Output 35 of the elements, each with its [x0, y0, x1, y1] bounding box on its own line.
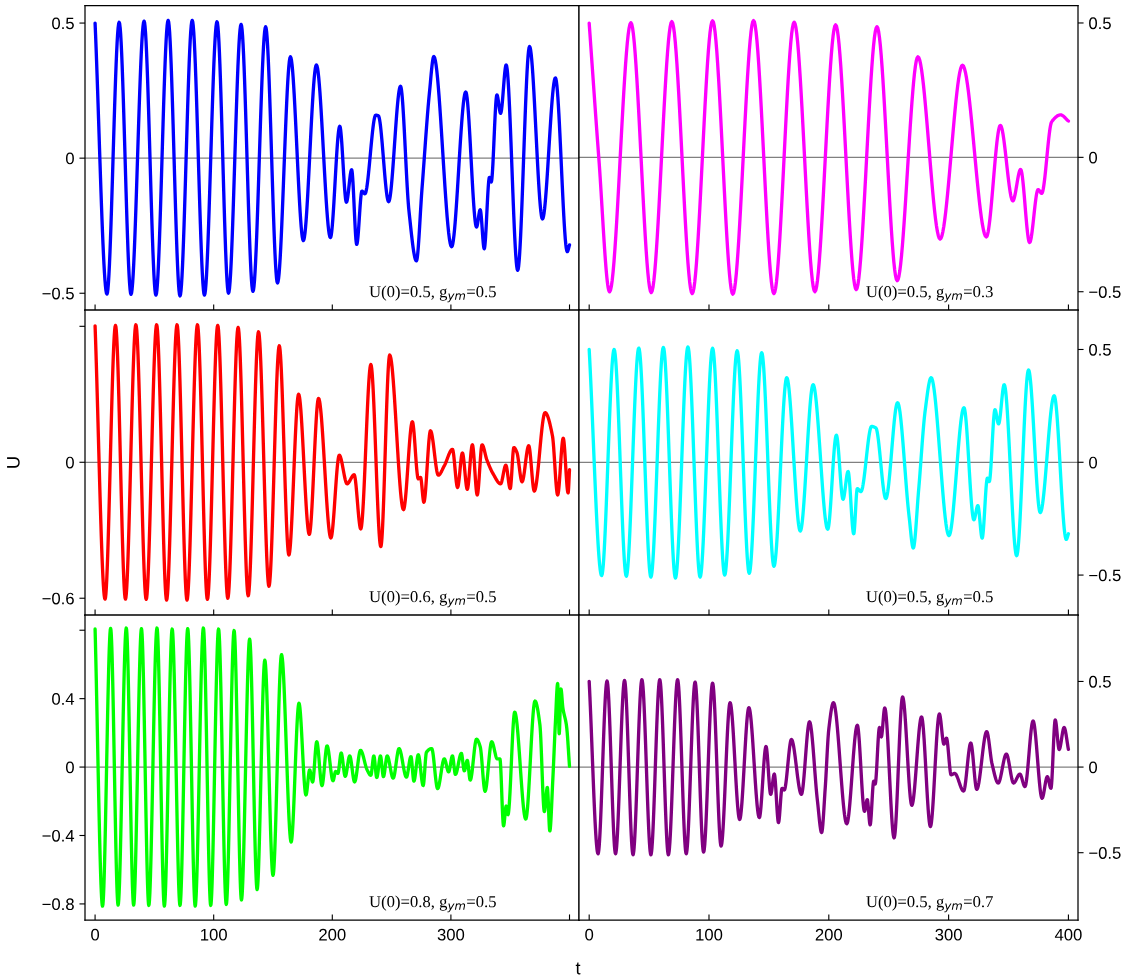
x-tick-label: 400 [1054, 928, 1082, 941]
annotation: U(0)=0.5, g$_{ym}$=0.5 [866, 590, 993, 608]
y-tick-label: −0.5 [1089, 286, 1121, 298]
y-axis-title: U [7, 457, 20, 468]
x-tick-label: 100 [201, 928, 227, 941]
annotation: U(0)=0.8, g$_{ym}$=0.5 [369, 895, 496, 913]
y-tick-label: 0 [1089, 151, 1098, 164]
y-tick-label: 0.5 [52, 17, 74, 30]
y-tick-label: 0.4 [52, 693, 75, 705]
y-tick-label: −0.5 [42, 287, 74, 300]
annotation: U(0)=0.5, g$_{ym}$=0.7 [866, 895, 993, 913]
y-tick-label: −0.5 [1089, 847, 1121, 859]
y-tick-label: 0.5 [1089, 17, 1111, 30]
y-tick-label: 0 [65, 761, 74, 774]
x-tick-label: 300 [935, 928, 962, 941]
y-tick-label: −0.8 [42, 898, 74, 911]
x-tick-label: 0 [585, 928, 594, 941]
y-tick-label: 0 [1089, 761, 1098, 774]
x-tick-label: 200 [319, 928, 346, 941]
annotation: U(0)=0.5, g$_{ym}$=0.3 [866, 285, 993, 303]
x-tick-label: 300 [437, 928, 465, 941]
y-tick-label: 0.5 [1089, 343, 1111, 356]
y-tick-label: 0 [65, 152, 74, 165]
x-axis-title: t [575, 962, 581, 975]
y-tick-label: −0.6 [42, 592, 74, 605]
annotation: U(0)=0.6, g$_{ym}$=0.5 [369, 590, 496, 608]
y-tick-label: 0 [1089, 456, 1098, 469]
annotation: U(0)=0.5, g$_{ym}$=0.5 [369, 285, 496, 303]
y-tick-label: −0.5 [1089, 569, 1121, 582]
y-tick-label: 0.5 [1089, 675, 1111, 688]
x-tick-label: 200 [815, 928, 843, 941]
x-tick-label: 0 [91, 928, 100, 941]
y-tick-label: 0 [65, 456, 74, 469]
x-tick-label: 100 [696, 928, 723, 941]
y-tick-label: −0.4 [42, 829, 75, 842]
